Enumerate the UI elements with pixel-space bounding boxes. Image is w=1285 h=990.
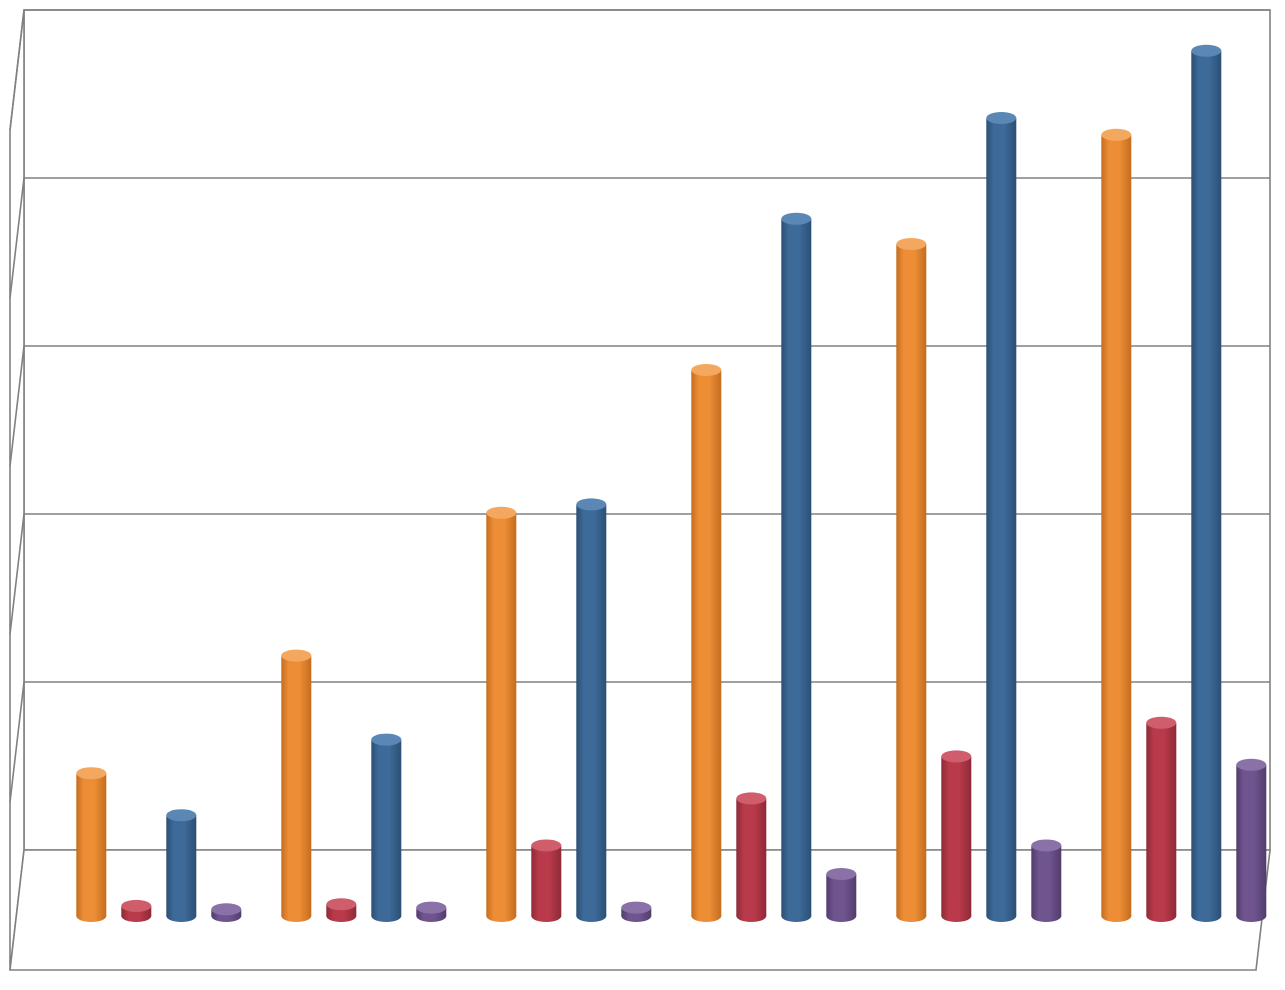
bar-cylinder bbox=[1191, 45, 1221, 922]
bar-cylinder bbox=[1101, 129, 1131, 922]
bar-cylinder bbox=[986, 112, 1016, 922]
bar-cylinder bbox=[326, 898, 356, 922]
bar-cylinder bbox=[211, 903, 241, 922]
bar-cylinder bbox=[166, 809, 196, 922]
bar-cylinder bbox=[1146, 717, 1176, 922]
bar-cylinder bbox=[736, 792, 766, 922]
bar-cylinder bbox=[531, 839, 561, 922]
bar-cylinder bbox=[1236, 759, 1266, 922]
bar-cylinder bbox=[281, 650, 311, 922]
bar-cylinder bbox=[76, 767, 106, 922]
bar-cylinder bbox=[621, 902, 651, 922]
bar-chart bbox=[0, 0, 1285, 990]
bar-cylinder bbox=[576, 498, 606, 922]
bar-cylinder bbox=[691, 364, 721, 922]
bar-cylinder bbox=[896, 238, 926, 922]
bar-cylinder bbox=[121, 900, 151, 922]
bar-cylinder bbox=[1031, 839, 1061, 922]
bar-cylinder bbox=[826, 868, 856, 922]
bar-cylinder bbox=[941, 750, 971, 922]
bar-cylinder bbox=[416, 902, 446, 922]
bar-cylinder bbox=[781, 213, 811, 922]
bar-cylinder bbox=[486, 507, 516, 922]
bar-cylinder bbox=[371, 734, 401, 922]
